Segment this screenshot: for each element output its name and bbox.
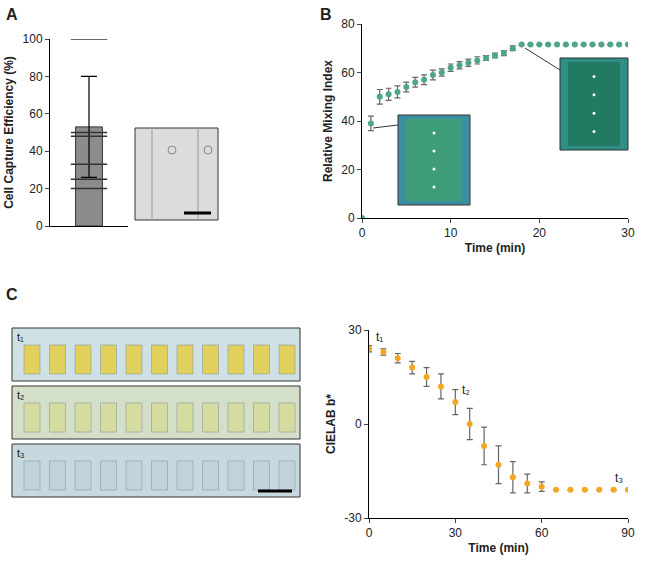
- svg-text:0: 0: [36, 219, 43, 233]
- svg-text:t₃: t₃: [17, 447, 25, 459]
- svg-text:0: 0: [355, 417, 362, 431]
- svg-text:Cell Capture Efficiency (%): Cell Capture Efficiency (%): [2, 56, 16, 209]
- svg-text:t₃: t₃: [615, 471, 623, 485]
- svg-text:40: 40: [29, 144, 43, 158]
- svg-text:A: A: [6, 6, 18, 23]
- svg-text:10: 10: [444, 226, 458, 240]
- svg-text:30: 30: [348, 323, 362, 337]
- svg-text:0: 0: [359, 226, 366, 240]
- svg-text:Time (min): Time (min): [468, 541, 528, 555]
- svg-text:0: 0: [348, 211, 355, 225]
- svg-text:t₁: t₁: [17, 331, 24, 343]
- svg-text:20: 20: [341, 163, 355, 177]
- svg-text:CIELAB b*: CIELAB b*: [324, 394, 338, 454]
- svg-text:60: 60: [535, 526, 549, 540]
- svg-text:90: 90: [621, 526, 635, 540]
- svg-text:B: B: [320, 6, 332, 23]
- svg-text:80: 80: [29, 70, 43, 84]
- svg-text:t₁: t₁: [376, 330, 383, 344]
- svg-text:0: 0: [366, 526, 373, 540]
- svg-text:t₂: t₂: [462, 383, 470, 397]
- svg-text:Relative Mixing Index: Relative Mixing Index: [321, 60, 335, 182]
- svg-text:20: 20: [533, 226, 547, 240]
- svg-text:t₂: t₂: [17, 389, 24, 401]
- svg-text:30: 30: [449, 526, 463, 540]
- svg-text:60: 60: [29, 107, 43, 121]
- svg-text:80: 80: [341, 17, 355, 31]
- svg-text:30: 30: [621, 226, 635, 240]
- svg-text:60: 60: [341, 66, 355, 80]
- svg-text:Time (min): Time (min): [465, 241, 525, 255]
- svg-text:100: 100: [23, 32, 43, 46]
- svg-text:-30: -30: [344, 511, 362, 525]
- svg-text:20: 20: [29, 182, 43, 196]
- svg-text:C: C: [6, 286, 18, 303]
- svg-text:40: 40: [341, 114, 355, 128]
